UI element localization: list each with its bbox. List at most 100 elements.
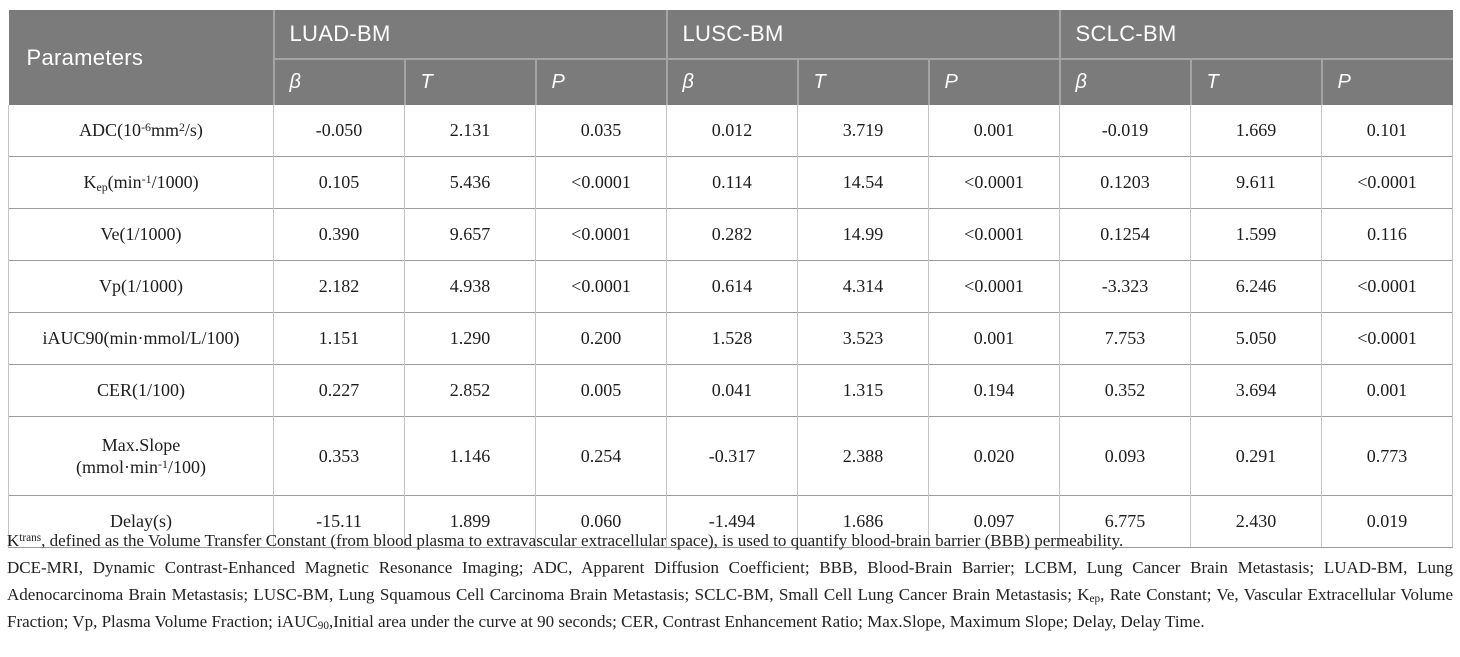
value-cell: 0.114	[666, 156, 798, 209]
value-cell: <0.0001	[1320, 312, 1454, 365]
table-header: Parameters LUAD-BM LUSC-BM SCLC-BM β T P…	[8, 10, 1453, 105]
value-cell: 4.314	[797, 260, 929, 313]
value-cell: 0.060	[535, 495, 667, 548]
parameter-label: Kep(min-1/1000)	[8, 156, 274, 209]
value-cell: 1.146	[404, 416, 536, 496]
value-cell: 14.99	[797, 208, 929, 261]
value-cell: 5.050	[1190, 312, 1322, 365]
value-cell: 1.686	[797, 495, 929, 548]
value-cell: 0.101	[1320, 105, 1454, 157]
table-footnote: Ktrans, defined as the Volume Transfer C…	[7, 527, 1453, 635]
parameter-label: iAUC90(min·mmol/L/100)	[8, 312, 274, 365]
footnote-text: DCE-MRI, Dynamic Contrast-Enhanced Magne…	[7, 558, 1453, 604]
parameter-label: ADC(10-6mm2/s)	[8, 105, 274, 157]
footnote-superscript: trans	[19, 531, 42, 544]
value-cell: 1.669	[1190, 105, 1322, 157]
value-cell: 2.430	[1190, 495, 1322, 548]
footnote-text: , Rate Constant; Ve, Vascular Extracellu…	[7, 585, 1453, 631]
value-cell: 7.753	[1059, 312, 1191, 365]
footnote-subscript: ep	[1089, 593, 1101, 606]
value-cell: 0.254	[535, 416, 667, 496]
value-cell: 0.352	[1059, 364, 1191, 417]
value-cell: 0.390	[273, 208, 405, 261]
value-cell: 0.1254	[1059, 208, 1191, 261]
value-cell: 0.012	[666, 105, 798, 157]
footnote-text: , defined as the Volume Transfer Constan…	[41, 531, 1124, 550]
value-cell: 0.001	[928, 312, 1060, 365]
value-cell: 9.611	[1190, 156, 1322, 209]
value-cell: <0.0001	[535, 208, 667, 261]
value-cell: 1.290	[404, 312, 536, 365]
value-cell: -0.019	[1059, 105, 1191, 157]
table-body: ADC(10-6mm2/s) -0.050 2.131 0.035 0.012 3.719…	[8, 105, 1454, 548]
value-cell: 2.388	[797, 416, 929, 496]
footnote-text: K	[7, 531, 20, 550]
value-cell: -0.317	[666, 416, 798, 496]
value-cell: 3.694	[1190, 364, 1322, 417]
value-cell: 0.1203	[1059, 156, 1191, 209]
value-cell: 0.097	[928, 495, 1060, 548]
value-cell: 4.938	[404, 260, 536, 313]
value-cell: 2.852	[404, 364, 536, 417]
column-group-lusc-bm: LUSC-BM	[665, 10, 1060, 59]
column-header-p-lusc: P	[927, 58, 1060, 105]
value-cell: 5.436	[404, 156, 536, 209]
value-cell: 0.005	[535, 364, 667, 417]
value-cell: 0.773	[1320, 416, 1454, 496]
value-cell: 9.657	[404, 208, 536, 261]
value-cell: 0.200	[535, 312, 667, 365]
value-cell: -1.494	[666, 495, 798, 548]
footnote-abbreviations: DCE-MRI, Dynamic Contrast-Enhanced Magne…	[7, 554, 1453, 635]
table-row: CER(1/100) 0.227 2.852 0.005 0.041 1.315 0.194…	[8, 364, 1454, 417]
table-row: iAUC90(min·mmol/L/100) 1.151 1.290 0.200 1.5…	[8, 312, 1454, 365]
value-cell: 0.001	[928, 105, 1060, 157]
value-cell: 0.093	[1059, 416, 1191, 496]
column-header-t-sclc: T	[1189, 58, 1322, 105]
table-row: Ve(1/1000) 0.390 9.657 <0.0001 0.282 14.99 <0.…	[8, 208, 1454, 261]
value-cell: 0.035	[535, 105, 667, 157]
value-cell: -15.11	[273, 495, 405, 548]
footnote-ktrans-definition: Ktrans, defined as the Volume Transfer C…	[7, 527, 1453, 554]
value-cell: 0.194	[928, 364, 1060, 417]
value-cell: <0.0001	[535, 260, 667, 313]
header-sub-row: β T P β T P β T P	[9, 58, 1453, 105]
footnote-subscript: 90	[317, 620, 329, 633]
value-cell: 1.315	[797, 364, 929, 417]
value-cell: 0.041	[666, 364, 798, 417]
value-cell: 0.116	[1320, 208, 1454, 261]
table-row: Vp(1/1000) 2.182 4.938 <0.0001 0.614 4.314 <0.…	[8, 260, 1454, 313]
value-cell: 0.019	[1320, 495, 1454, 548]
table-row: Max.Slope (mmol·min-1/100) 0.353 1.146 0.254…	[8, 416, 1454, 496]
parameter-label: Max.Slope (mmol·min-1/100)	[8, 416, 274, 496]
parameters-table: Parameters LUAD-BM LUSC-BM SCLC-BM β T P…	[8, 10, 1454, 548]
parameter-label: CER(1/100)	[8, 364, 274, 417]
column-header-beta-sclc: β	[1058, 58, 1191, 105]
column-header-parameters: Parameters	[8, 10, 274, 105]
value-cell: <0.0001	[928, 260, 1060, 313]
table-row: ADC(10-6mm2/s) -0.050 2.131 0.035 0.012 3.719…	[8, 105, 1454, 157]
parameter-label: Delay(s)	[8, 495, 274, 548]
value-cell: 1.528	[666, 312, 798, 365]
column-header-beta-luad: β	[272, 58, 405, 105]
value-cell: 0.291	[1190, 416, 1322, 496]
value-cell: -0.050	[273, 105, 405, 157]
value-cell: 14.54	[797, 156, 929, 209]
value-cell: 1.899	[404, 495, 536, 548]
value-cell: 0.227	[273, 364, 405, 417]
value-cell: 0.282	[666, 208, 798, 261]
value-cell: 0.105	[273, 156, 405, 209]
value-cell: 1.599	[1190, 208, 1322, 261]
value-cell: 0.001	[1320, 364, 1454, 417]
parameter-label: Ve(1/1000)	[8, 208, 274, 261]
value-cell: <0.0001	[928, 156, 1060, 209]
value-cell: 0.614	[666, 260, 798, 313]
value-cell: 1.151	[273, 312, 405, 365]
column-header-p-luad: P	[534, 58, 667, 105]
value-cell: <0.0001	[928, 208, 1060, 261]
value-cell: <0.0001	[1320, 156, 1454, 209]
header-group-row: Parameters LUAD-BM LUSC-BM SCLC-BM	[8, 10, 1453, 105]
column-header-beta-lusc: β	[665, 58, 798, 105]
value-cell: -3.323	[1059, 260, 1191, 313]
column-group-luad-bm: LUAD-BM	[272, 10, 667, 59]
